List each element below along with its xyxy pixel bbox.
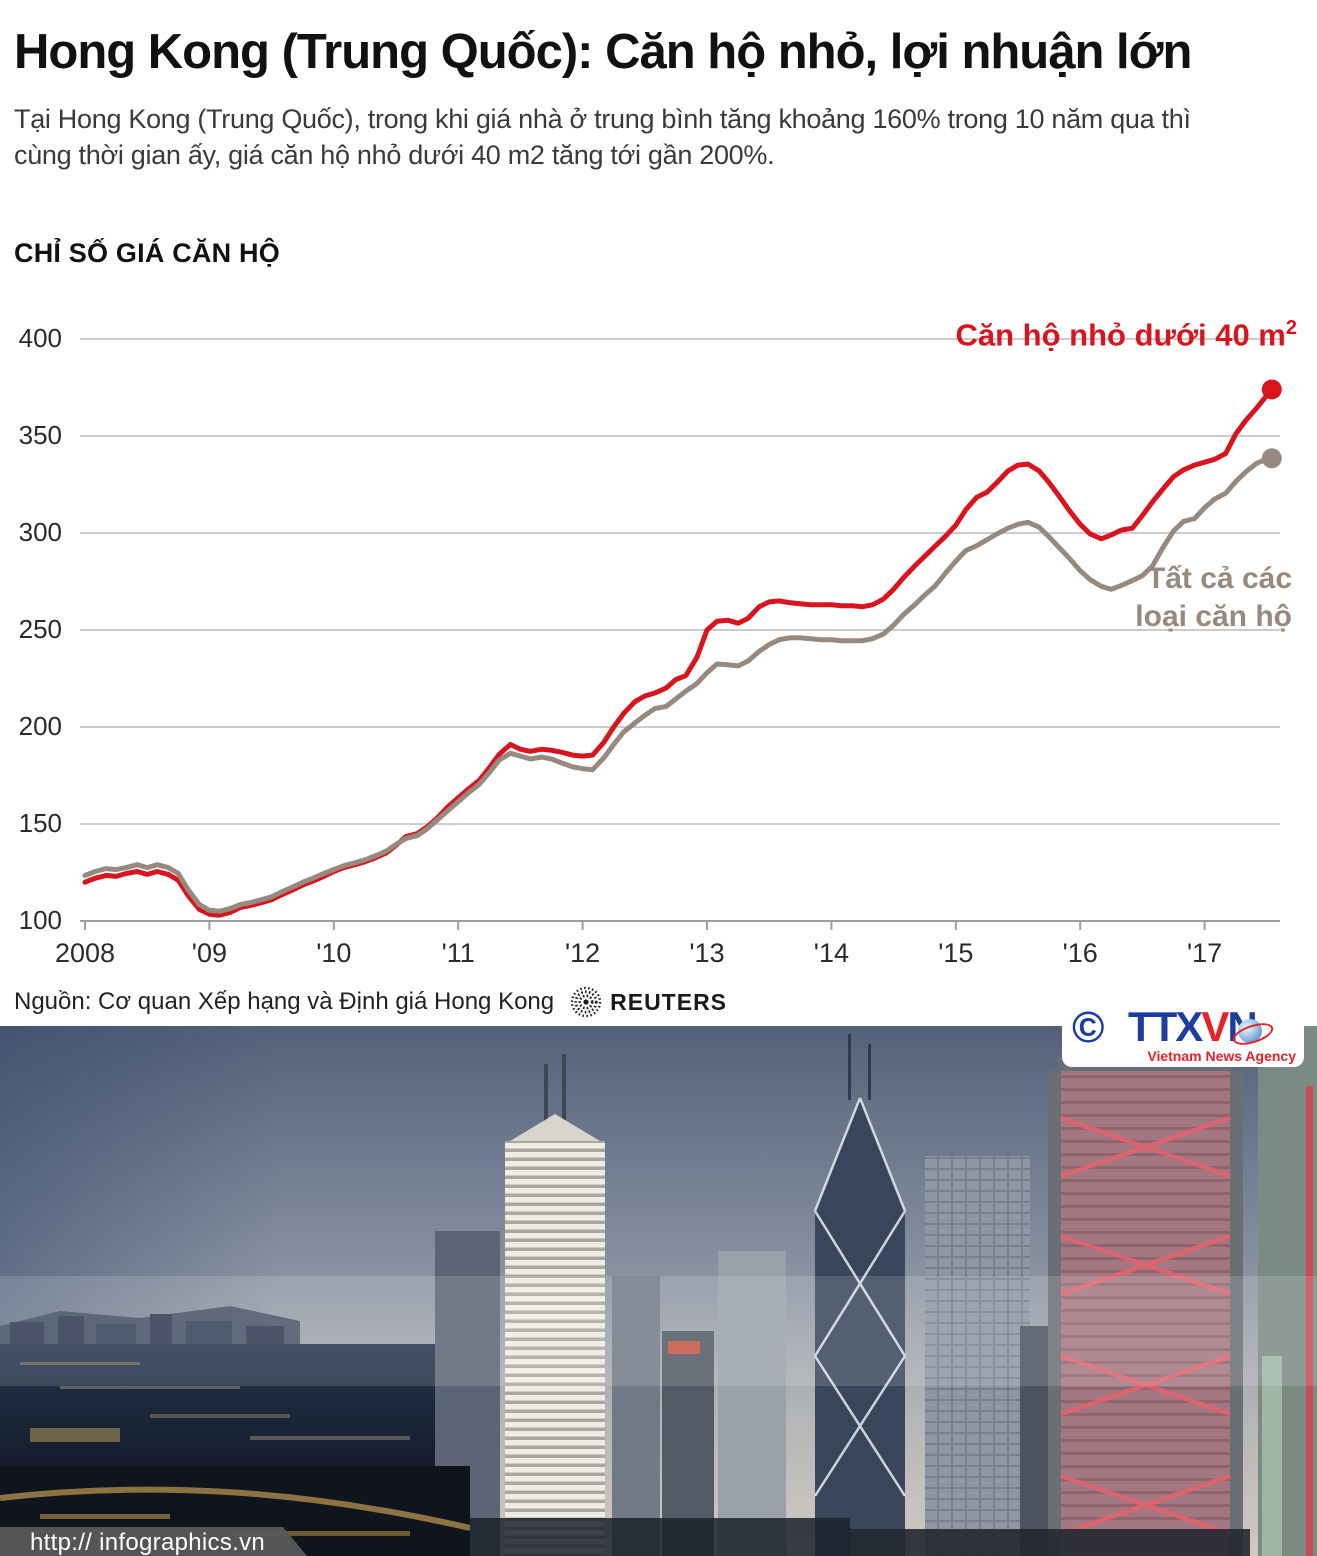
x-tick-label-'13: '13	[689, 938, 725, 968]
series-line-all-apartments	[82, 455, 1275, 914]
footer-url-bar	[0, 1527, 307, 1556]
legend-small-text: Căn hộ nhỏ dưới 40 m	[955, 317, 1286, 353]
ttxvn-subtitle: Vietnam News Agency	[1147, 1048, 1296, 1064]
source-text: Nguồn: Cơ quan Xếp hạng và Định giá Hong…	[14, 988, 555, 1015]
y-tick-label-350: 350	[18, 420, 62, 450]
x-tick-label-'11: '11	[441, 938, 475, 968]
legend-all-line-1: Tất cả các	[1146, 562, 1292, 595]
x-tick-label-'16: '16	[1062, 938, 1098, 968]
price-index-line-chart: 400 350 300 250 200 150 100 2008 '09 '10 '11 '12 '13…	[18, 317, 1297, 968]
y-tick-label-100: 100	[18, 905, 62, 935]
y-tick-label-200: 200	[18, 711, 62, 741]
chart-canvas	[80, 338, 1282, 930]
ttxvn-letter-v: V	[1201, 1003, 1229, 1050]
y-tick-label-300: 300	[18, 517, 62, 547]
skyline-illustration	[0, 1026, 1317, 1556]
subtitle-line-1: Tại Hong Kong (Trung Quốc), trong khi gi…	[14, 104, 1191, 134]
ttxvn-letters-ttx: TTX	[1128, 1003, 1203, 1050]
legend-small-superscript: 2	[1285, 317, 1297, 339]
source-row: Nguồn: Cơ quan Xếp hạng và Định giá Hong…	[14, 986, 727, 1018]
legend-all-line-2: loại căn hộ	[1135, 600, 1292, 633]
series-line-small-apartments	[82, 386, 1275, 918]
x-tick-label-'17: '17	[1187, 938, 1223, 968]
y-tick-label-400: 400	[18, 323, 62, 353]
legend-all-apartments: Tất cả các loại căn hộ	[1135, 560, 1292, 636]
reuters-logo: REUTERS	[570, 986, 727, 1018]
ttxvn-logo: © TTXVN Vietnam News Agency	[1062, 999, 1304, 1067]
legend-small-apartments: Căn hộ nhỏ dưới 40 m2	[955, 317, 1297, 353]
copyright-icon: ©	[1072, 1003, 1105, 1052]
footer-url: http:// infographics.vn	[30, 1529, 266, 1556]
x-tick-label-'15: '15	[938, 938, 974, 968]
x-tick-label-'14: '14	[813, 938, 849, 968]
hong-kong-skyline-photo	[0, 1026, 1317, 1556]
reuters-orb-icon	[570, 986, 602, 1018]
x-tick-label-'09: '09	[191, 938, 227, 968]
chart-title: CHỈ SỐ GIÁ CĂN HỘ	[14, 238, 280, 268]
series-end-dot-all-apartments	[1261, 448, 1282, 469]
y-tick-label-250: 250	[18, 614, 62, 644]
page-title: Hong Kong (Trung Quốc): Căn hộ nhỏ, lợi …	[14, 25, 1192, 79]
subtitle-line-2: cùng thời gian ấy, giá căn hộ nhỏ dưới 4…	[14, 140, 775, 170]
x-tick-label-'12: '12	[565, 938, 601, 968]
y-tick-label-150: 150	[18, 808, 62, 838]
globe-icon	[1238, 1019, 1262, 1043]
x-tick-label-'10: '10	[316, 938, 352, 968]
x-tick-label-2008: 2008	[54, 938, 116, 968]
reuters-wordmark: REUTERS	[610, 988, 728, 1015]
series-end-dot-small-apartments	[1261, 379, 1282, 400]
